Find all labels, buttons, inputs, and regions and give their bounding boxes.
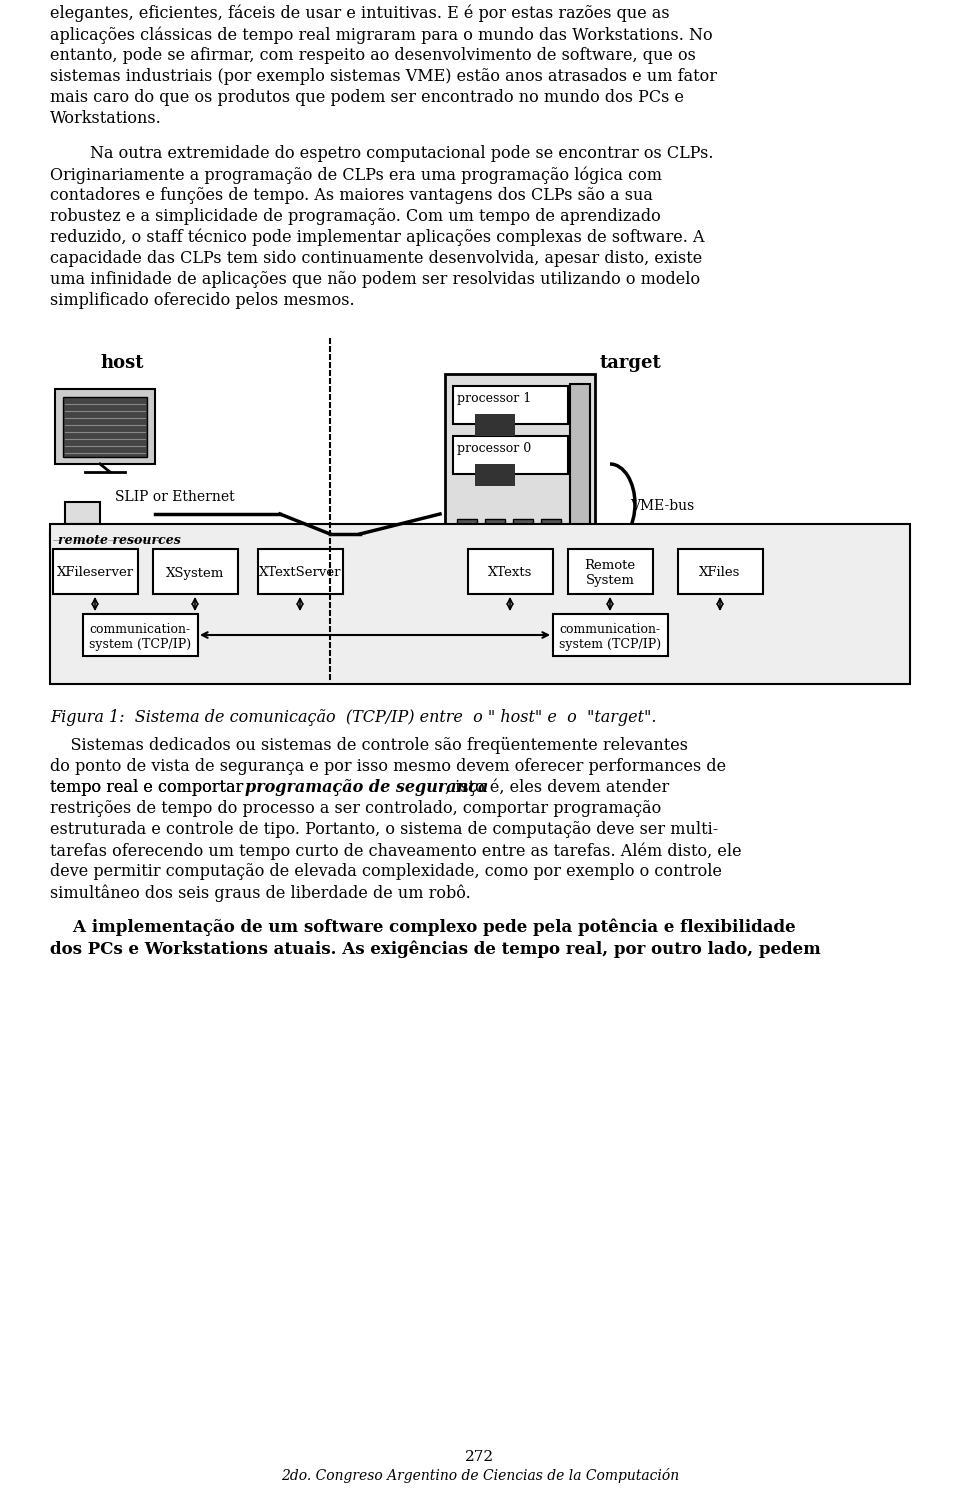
FancyBboxPatch shape [475, 465, 515, 486]
FancyBboxPatch shape [258, 548, 343, 595]
Text: host: host [100, 354, 143, 372]
FancyBboxPatch shape [65, 502, 100, 524]
Text: tarefas oferecendo um tempo curto de chaveamento entre as tarefas. Além disto, e: tarefas oferecendo um tempo curto de cha… [50, 843, 742, 859]
Text: XSystem: XSystem [166, 566, 224, 580]
Text: Na outra extremidade do espetro computacional pode se encontrar os CLPs.: Na outra extremidade do espetro computac… [90, 145, 713, 161]
Text: SLIP or Ethernet: SLIP or Ethernet [115, 490, 235, 503]
Text: processor 1: processor 1 [457, 391, 531, 405]
FancyBboxPatch shape [445, 374, 595, 595]
Text: , isto é, eles devem atender: , isto é, eles devem atender [445, 778, 669, 796]
Text: Remote
System: Remote System [585, 559, 636, 587]
FancyBboxPatch shape [153, 548, 238, 595]
Text: elegantes, eficientes, fáceis de usar e intuitivas. E é por estas razões que as: elegantes, eficientes, fáceis de usar e … [50, 4, 670, 22]
Text: contadores e funções de tempo. As maiores vantagens dos CLPs são a sua: contadores e funções de tempo. As maiore… [50, 187, 653, 205]
Text: A implementação de um software complexo pede pela potência e flexibilidade: A implementação de um software complexo … [50, 919, 796, 937]
Text: 2do. Congreso Argentino de Ciencias de la Computación: 2do. Congreso Argentino de Ciencias de l… [281, 1469, 679, 1484]
Text: 272: 272 [466, 1451, 494, 1464]
FancyBboxPatch shape [53, 548, 138, 595]
FancyBboxPatch shape [541, 518, 561, 548]
Text: do ponto de vista de segurança e por isso mesmo devem oferecer performances de: do ponto de vista de segurança e por iss… [50, 757, 726, 775]
Text: processor 0: processor 0 [457, 442, 531, 456]
FancyBboxPatch shape [553, 614, 668, 656]
Text: entanto, pode se afirmar, com respeito ao desenvolvimento de software, que os: entanto, pode se afirmar, com respeito a… [50, 46, 696, 64]
Text: Sistemas dedicados ou sistemas de controle são freqüentemente relevantes: Sistemas dedicados ou sistemas de contro… [50, 737, 688, 754]
Text: Workstations.: Workstations. [50, 111, 161, 127]
Text: XFiles: XFiles [699, 566, 741, 580]
Text: sistemas industriais (por exemplo sistemas VME) estão anos atrasados e um fator: sistemas industriais (por exemplo sistem… [50, 69, 717, 85]
Text: mais caro do que os produtos que podem ser encontrado no mundo dos PCs e: mais caro do que os produtos que podem s… [50, 90, 684, 106]
Text: capacidade das CLPs tem sido continuamente desenvolvida, apesar disto, existe: capacidade das CLPs tem sido continuamen… [50, 249, 703, 267]
Text: XTexts: XTexts [488, 566, 532, 580]
Text: aplicações clássicas de tempo real migraram para o mundo das Workstations. No: aplicações clássicas de tempo real migra… [50, 25, 712, 43]
FancyBboxPatch shape [63, 397, 147, 457]
Text: communication-
system (TCP/IP): communication- system (TCP/IP) [559, 623, 661, 651]
Text: Originariamente a programação de CLPs era uma programação lógica com: Originariamente a programação de CLPs er… [50, 166, 662, 184]
Text: simplificado oferecido pelos mesmos.: simplificado oferecido pelos mesmos. [50, 291, 354, 309]
Text: tempo real e comportar: tempo real e comportar [50, 778, 249, 796]
Text: Figura 1:  Sistema de comunicação  (TCP/IP) entre  o " host" e  o  "target".: Figura 1: Sistema de comunicação (TCP/IP… [50, 710, 657, 726]
FancyBboxPatch shape [55, 388, 155, 465]
Text: restrições de tempo do processo a ser controlado, comportar programação: restrições de tempo do processo a ser co… [50, 799, 661, 817]
Ellipse shape [164, 533, 182, 545]
FancyBboxPatch shape [83, 614, 198, 656]
FancyBboxPatch shape [50, 524, 910, 684]
FancyBboxPatch shape [475, 414, 515, 436]
FancyBboxPatch shape [568, 548, 653, 595]
Text: programação de segurança: programação de segurança [245, 778, 489, 796]
FancyBboxPatch shape [513, 518, 533, 548]
Text: simultâneo dos seis graus de liberdade de um robô.: simultâneo dos seis graus de liberdade d… [50, 884, 470, 901]
Text: target: target [600, 354, 661, 372]
FancyBboxPatch shape [50, 532, 160, 547]
Text: dos PCs e Workstations atuais. As exigências de tempo real, por outro lado, pede: dos PCs e Workstations atuais. As exigên… [50, 940, 821, 958]
Text: XTextServer: XTextServer [259, 566, 341, 580]
FancyBboxPatch shape [468, 548, 553, 595]
Text: robustez e a simplicidade de programação. Com um tempo de aprendizado: robustez e a simplicidade de programação… [50, 208, 660, 226]
Text: uma infinidade de aplicações que não podem ser resolvidas utilizando o modelo: uma infinidade de aplicações que não pod… [50, 270, 700, 288]
FancyBboxPatch shape [457, 518, 477, 548]
FancyBboxPatch shape [485, 518, 505, 548]
Text: deve permitir computação de elevada complexidade, como por exemplo o controle: deve permitir computação de elevada comp… [50, 864, 722, 880]
FancyBboxPatch shape [678, 548, 763, 595]
Text: tempo real e comportar: tempo real e comportar [50, 778, 249, 796]
Text: VME-bus: VME-bus [630, 499, 694, 512]
FancyBboxPatch shape [453, 436, 568, 474]
Text: XFileserver: XFileserver [57, 566, 133, 580]
Text: reduzido, o staff técnico pode implementar aplicações complexas de software. A: reduzido, o staff técnico pode implement… [50, 229, 705, 247]
FancyBboxPatch shape [570, 384, 590, 584]
Text: remote resources: remote resources [58, 533, 180, 547]
Text: communication-
system (TCP/IP): communication- system (TCP/IP) [89, 623, 191, 651]
Text: estruturada e controle de tipo. Portanto, o sistema de computação deve ser multi: estruturada e controle de tipo. Portanto… [50, 822, 718, 838]
FancyBboxPatch shape [453, 385, 568, 424]
